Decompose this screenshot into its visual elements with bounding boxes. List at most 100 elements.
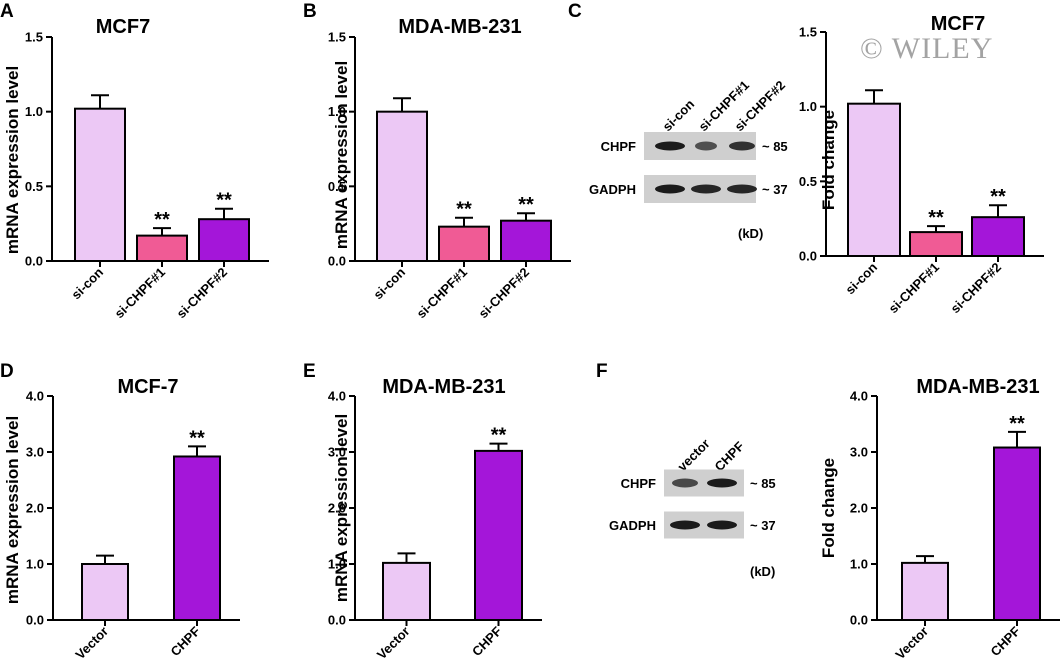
y-axis-label: Fold change [819,458,838,558]
wiley-watermark: © WILEY [860,32,993,65]
blot-row-label: GADPH [609,518,656,533]
y-tick-label: 0.5 [799,174,817,189]
chart-title: MDA-MB-231 [916,376,1039,398]
y-tick-label: 1.5 [799,25,817,40]
bar-si-chpf-2 [198,218,250,262]
blot-band [707,520,737,530]
bar-si-con [376,110,428,262]
x-tick-label: si-CHPF#1 [414,265,471,322]
panel-label: A [0,1,14,22]
bar-vector [81,563,129,621]
y-tick-label: 1.0 [328,557,346,572]
y-tick-label: 0.0 [328,613,346,628]
y-tick-label: 1.0 [26,557,44,572]
y-tick-label: 0.5 [25,179,43,194]
blot-band [707,478,737,488]
bar-si-chpf-1 [438,225,490,263]
y-axis-label: Fold change [819,110,838,210]
significance-marker: ** [154,209,170,231]
significance-marker: ** [216,190,232,212]
x-tick-label: si-CHPF#1 [112,265,169,322]
x-tick-label: Vector [892,624,931,663]
y-axis-label: mRNA expression level [3,416,22,604]
blot-band [670,520,700,530]
chart-title: MDA-MB-231 [398,16,521,38]
bar-si-chpf-2 [500,219,552,262]
y-tick-label: 1.0 [328,104,346,119]
panel-f: F MDA-MB-231 Fold change 0.0 1.0 2.0 3.0 4.0 Vec… [596,361,1060,662]
blot-row-label: GADPH [589,182,636,197]
x-tick-label: CHPF [469,623,505,659]
bar-chpf [173,455,221,622]
y-tick-label: 0.0 [25,254,43,269]
y-axis-label: mRNA expression level [332,414,351,602]
y-tick-label: 1.0 [799,99,817,114]
y-tick-label: 0.0 [328,254,346,269]
x-tick-label: CHPF [987,623,1023,659]
y-tick-label: 1.0 [850,557,868,572]
chart-title: MCF-7 [117,376,178,398]
lane-label: si-con [660,96,698,134]
y-axis-label: mRNA expression level [332,61,351,249]
chart-title: MCF7 [96,16,150,38]
x-tick-label: CHPF [167,623,203,659]
y-tick-label: 2.0 [328,501,346,516]
x-tick-label: si-CHPF#2 [174,265,231,322]
x-tick-label: si-CHPF#1 [886,260,943,317]
panel-e: E MDA-MB-231 mRNA expression level 0.0 1.0 2.… [303,361,542,662]
blot-band [655,184,685,194]
y-tick-label: 4.0 [26,389,44,404]
y-tick-label: 3.0 [26,445,44,460]
bar-si-con [74,107,126,263]
panel-label: E [303,361,316,382]
significance-marker: ** [456,199,472,221]
y-axis-label: mRNA expression level [3,66,22,254]
significance-marker: ** [518,194,534,216]
blot-band [655,141,685,151]
x-tick-label: si-CHPF#2 [948,260,1005,317]
blot-band [695,141,717,151]
bar-si-chpf-2 [971,216,1025,258]
y-tick-label: 3.0 [850,445,868,460]
y-tick-label: 2.0 [26,501,44,516]
y-tick-label: 1.5 [25,30,43,45]
bar-vector [382,561,431,622]
y-tick-label: 0.0 [850,613,868,628]
blot-unit-label: (kD) [750,564,775,579]
y-tick-label: 4.0 [328,389,346,404]
blot-band [727,184,757,194]
significance-marker: ** [928,207,944,229]
y-tick-label: 2.0 [850,501,868,516]
bar-si-chpf-1 [909,231,963,258]
y-tick-label: 3.0 [328,445,346,460]
bar-chpf [474,449,523,621]
y-tick-label: 1.0 [25,104,43,119]
blot-band [672,478,698,488]
x-tick-label: si-CHPF#2 [476,265,533,322]
significance-marker: ** [990,186,1006,208]
lane-label: CHPF [712,438,748,474]
y-tick-label: 0.0 [26,613,44,628]
blot-unit-label: (kD) [738,226,763,241]
lane-label: vector [675,436,713,474]
bar-chpf [993,446,1041,621]
chart-title: MDA-MB-231 [382,376,505,398]
x-tick-label: si-con [842,259,880,297]
blot-band [691,184,721,194]
x-tick-label: si-con [370,264,408,302]
molecular-weight-label: ~ 85 [750,476,776,491]
molecular-weight-label: ~ 37 [750,518,776,533]
x-tick-label: Vector [374,624,413,663]
significance-marker: ** [1009,413,1025,435]
y-tick-label: 0.5 [328,179,346,194]
y-tick-label: 1.5 [328,30,346,45]
panel-b: B MDA-MB-231 mRNA expression level 0.0 0.5 1.… [303,1,571,321]
panel-d: D MCF-7 mRNA expression level 0.0 1.0 2.0 3.0 4… [0,361,240,662]
y-tick-label: 0.0 [799,249,817,264]
panel-label: B [303,1,317,22]
significance-marker: ** [189,427,205,449]
